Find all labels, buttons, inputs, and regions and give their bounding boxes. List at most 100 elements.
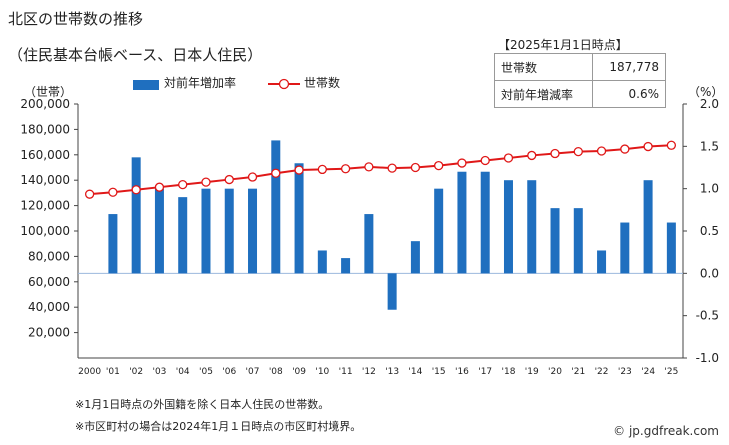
x-tick-label: '24 xyxy=(641,367,655,377)
x-tick-label: '03 xyxy=(152,367,166,377)
y-left-tick-label: 100,000 xyxy=(20,224,70,238)
bar-growth-rate xyxy=(550,208,560,274)
bar-growth-rate xyxy=(597,250,607,274)
bar-growth-rate xyxy=(457,171,467,274)
line-point xyxy=(294,165,304,175)
x-tick-label: 2000 xyxy=(78,367,101,377)
x-tick-label: '25 xyxy=(664,367,678,377)
bar-growth-rate xyxy=(317,250,327,274)
y-left-tick-label: 40,000 xyxy=(28,300,70,314)
info-table: 世帯数 187,778 対前年増減率 0.6% xyxy=(493,53,666,108)
x-tick-label: '17 xyxy=(478,367,492,377)
line-point xyxy=(434,160,444,171)
x-tick-label: '05 xyxy=(199,367,213,377)
line-point xyxy=(364,162,374,172)
chart-title: 北区の世帯数の推移 xyxy=(8,10,144,28)
line-point xyxy=(643,141,653,152)
y-left-tick-label: 200,000 xyxy=(20,97,70,111)
y-right-tick-label: -1.0 xyxy=(696,351,719,365)
y-left-tick-label: 160,000 xyxy=(20,148,70,162)
y-left-tick-label: 140,000 xyxy=(20,173,70,187)
x-tick-label: '10 xyxy=(315,367,329,377)
line-point xyxy=(84,189,95,199)
bar-growth-rate xyxy=(108,214,118,274)
line-point xyxy=(108,187,118,197)
y-left-axis-label: （世帯） xyxy=(24,85,72,99)
bar-growth-rate xyxy=(271,140,281,274)
bar-growth-rate xyxy=(131,157,141,274)
y-right-tick-label: 2.0 xyxy=(700,97,719,111)
x-tick-label: '19 xyxy=(525,367,539,377)
x-tick-label: '07 xyxy=(246,367,260,377)
x-tick-label: '20 xyxy=(548,367,562,377)
bar-growth-rate xyxy=(527,180,537,274)
line-point xyxy=(340,164,351,174)
x-tick-label: '22 xyxy=(595,367,609,377)
x-tick-label: '14 xyxy=(408,367,422,377)
rate-label: 対前年増減率 xyxy=(493,80,594,108)
x-tick-label: '21 xyxy=(571,367,585,377)
line-point xyxy=(271,168,281,178)
legend-bar-label: 対前年増加率 xyxy=(164,76,237,90)
bar-growth-rate xyxy=(364,214,374,274)
bar-growth-rate xyxy=(434,188,444,274)
line-point xyxy=(480,155,490,166)
bar-growth-rate xyxy=(224,188,234,274)
x-tick-label: '12 xyxy=(362,367,376,377)
bar-growth-rate xyxy=(480,171,490,274)
legend-bar-swatch xyxy=(133,80,159,90)
bar-growth-rate xyxy=(503,180,513,274)
households-label: 世帯数 xyxy=(493,53,594,81)
bar-growth-rate xyxy=(620,222,630,274)
info-date-label: 【2025年1月1日時点】 xyxy=(498,38,628,52)
line-point xyxy=(620,144,630,154)
line-point xyxy=(457,158,467,168)
info-row-rate: 対前年増減率 0.6% xyxy=(493,80,666,108)
line-households xyxy=(89,144,672,196)
y-left-tick-label: 60,000 xyxy=(28,275,70,289)
bar-growth-rate xyxy=(178,197,188,274)
line-point xyxy=(550,148,560,159)
y-right-tick-label: 0.0 xyxy=(700,266,719,280)
bar-growth-rate xyxy=(573,208,583,274)
x-tick-label: '06 xyxy=(222,367,236,377)
credit: © jp.gdfreak.com xyxy=(613,424,719,438)
bar-growth-rate xyxy=(248,188,258,274)
line-point xyxy=(596,146,607,156)
line-point xyxy=(573,146,583,157)
x-tick-label: '16 xyxy=(455,367,469,377)
y-right-tick-label: 1.5 xyxy=(700,139,719,153)
x-tick-label: '02 xyxy=(129,367,143,377)
chart-subtitle: （住民基本台帳ベース、日本人住民） xyxy=(8,46,263,64)
y-right-tick-label: 1.0 xyxy=(700,182,719,196)
line-point xyxy=(154,182,165,192)
bar-growth-rate xyxy=(666,222,676,274)
line-point xyxy=(247,172,258,182)
x-tick-label: '15 xyxy=(432,367,446,377)
rate-value: 0.6% xyxy=(592,80,666,108)
bar-growth-rate xyxy=(201,188,211,274)
x-tick-label: '18 xyxy=(502,367,516,377)
line-point xyxy=(666,140,677,150)
line-point xyxy=(387,163,397,173)
y-left-tick-label: 20,000 xyxy=(28,326,70,340)
x-tick-label: '08 xyxy=(269,367,283,377)
y-left-tick-label: 120,000 xyxy=(20,199,70,213)
y-left-tick-label: 180,000 xyxy=(20,122,70,136)
x-tick-label: '09 xyxy=(292,367,306,377)
y-left-tick-label: 80,000 xyxy=(28,249,70,263)
line-point xyxy=(527,150,537,161)
bar-growth-rate xyxy=(154,188,164,274)
legend-line-label: 世帯数 xyxy=(304,76,341,90)
line-point xyxy=(178,179,188,190)
bar-growth-rate xyxy=(341,258,351,274)
bar-growth-rate xyxy=(410,241,420,274)
info-row-households: 世帯数 187,778 xyxy=(493,53,666,81)
y-right-axis-label: （%） xyxy=(688,85,723,99)
line-point xyxy=(131,185,141,195)
x-tick-label: '11 xyxy=(339,367,353,377)
x-tick-label: '04 xyxy=(176,367,190,377)
note-2: ※市区町村の場合は2024年1月１日時点の市区町村境界。 xyxy=(75,420,362,433)
y-right-tick-label: 0.5 xyxy=(700,224,719,238)
